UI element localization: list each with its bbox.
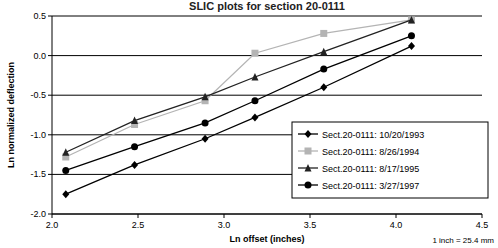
x-tick-label: 3.5 — [304, 220, 317, 230]
legend-marker — [305, 148, 312, 155]
grid-line — [52, 214, 482, 215]
legend-label: Sect.20-0111: 8/26/1994 — [322, 147, 419, 157]
point — [320, 48, 327, 56]
x-tick — [396, 214, 397, 218]
x-tick-label: 2.0 — [46, 220, 59, 230]
grid-line — [52, 16, 482, 17]
point — [408, 42, 415, 50]
y-tick-label: -1.5 — [30, 169, 46, 179]
point — [62, 148, 69, 156]
legend-label: Sect.20-0111: 10/20/1993 — [322, 130, 424, 140]
y-tick-label: 0.5 — [33, 11, 46, 21]
point — [202, 135, 209, 143]
point — [320, 66, 327, 73]
x-tick — [310, 214, 311, 218]
y-tick — [48, 134, 52, 135]
legend-marker — [305, 164, 312, 172]
point — [131, 117, 138, 125]
point — [251, 73, 258, 81]
legend-marker — [305, 182, 312, 189]
legend-box — [292, 122, 488, 198]
point — [251, 113, 258, 121]
y-tick — [48, 174, 52, 175]
point — [62, 167, 69, 174]
x-tick — [52, 214, 53, 218]
x-tick-label: 3.0 — [218, 220, 231, 230]
point — [251, 50, 258, 57]
x-tick-label: 4.0 — [390, 220, 403, 230]
x-tick — [224, 214, 225, 218]
y-tick — [48, 16, 52, 17]
y-tick-label: 0.0 — [33, 51, 46, 61]
point — [251, 97, 258, 104]
y-tick-label: -1.0 — [30, 130, 46, 140]
y-tick-label: -2.0 — [30, 209, 46, 219]
y-tick-label: -0.5 — [30, 90, 46, 100]
x-axis — [52, 214, 482, 215]
y-tick — [48, 95, 52, 96]
point — [320, 83, 327, 91]
grid-line — [52, 55, 482, 56]
legend-label: Sect.20-0111: 3/27/1997 — [322, 181, 419, 191]
point — [202, 119, 209, 126]
legend: Sect.20-0111: 10/20/1993 Sect.20-0111: 8/… — [292, 122, 488, 198]
point — [408, 32, 415, 39]
point — [62, 190, 69, 198]
y-tick — [48, 55, 52, 56]
point — [202, 93, 209, 101]
point — [320, 30, 327, 37]
chart: SLIC plots for section 20-0111 -2.0 -1.5 -1… — [0, 0, 498, 248]
x-tick — [138, 214, 139, 218]
x-axis-label: Ln offset (inches) — [229, 234, 304, 244]
point — [408, 16, 415, 23]
legend-label: Sect.20-0111: 8/17/1995 — [322, 164, 419, 174]
y-axis-label: Ln normalized deflection — [6, 62, 16, 168]
annotation: 1 inch = 25.4 mm — [432, 236, 494, 245]
y-axis — [52, 16, 53, 214]
point — [408, 16, 415, 23]
point — [131, 161, 138, 169]
title: SLIC plots for section 20-0111 — [189, 0, 345, 12]
x-tick-label: 4.5 — [476, 220, 489, 230]
x-tick — [482, 214, 483, 218]
x-tick-label: 2.5 — [132, 220, 145, 230]
legend-marker — [305, 130, 312, 138]
y-tick — [48, 214, 52, 215]
point — [131, 143, 138, 150]
